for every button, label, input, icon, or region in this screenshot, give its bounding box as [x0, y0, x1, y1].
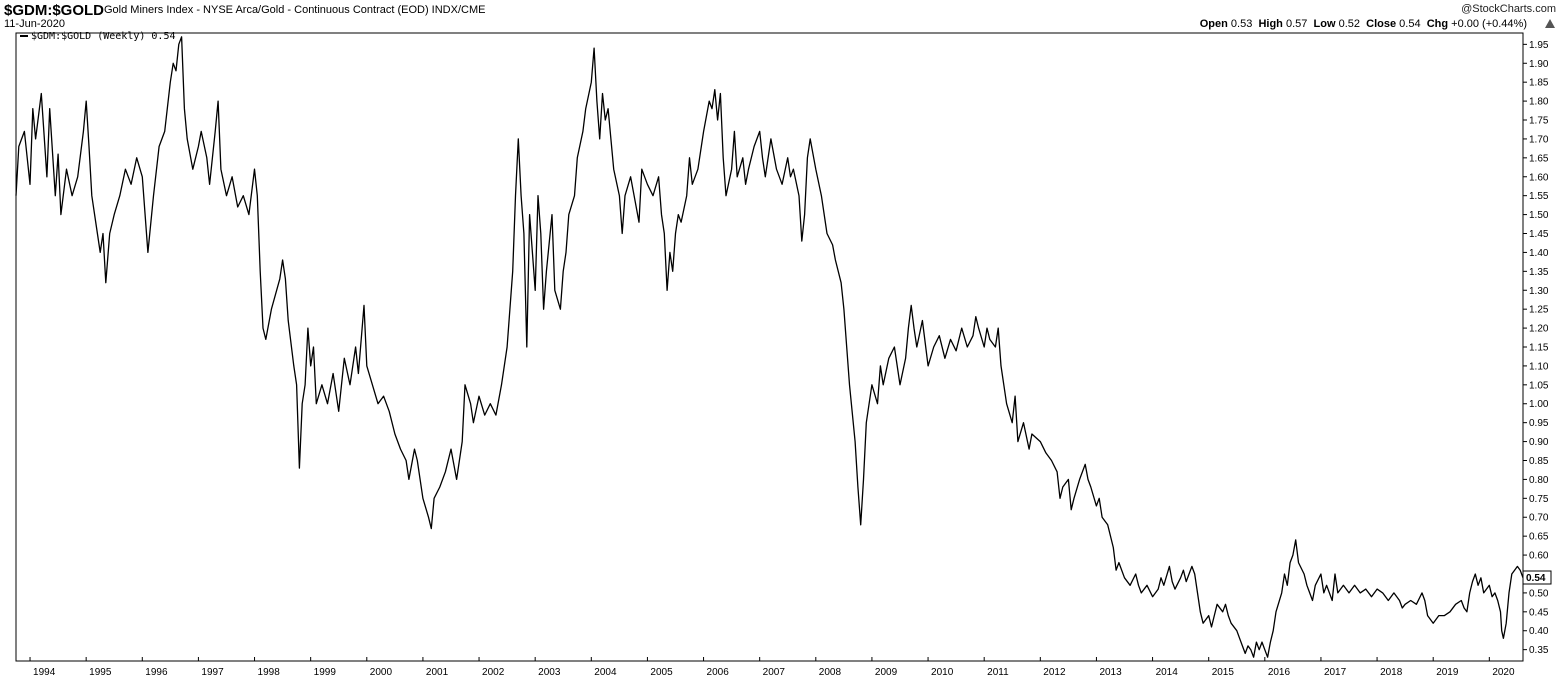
x-tick-label: 2017	[1324, 667, 1347, 678]
y-tick-label: 1.35	[1529, 267, 1549, 278]
x-tick-label: 2001	[426, 667, 449, 678]
y-tick-label: 0.35	[1529, 645, 1549, 656]
x-tick-label: 2006	[707, 667, 730, 678]
y-tick-label: 1.75	[1529, 116, 1549, 127]
close-value: 0.54	[1399, 18, 1421, 30]
chart-date: 11-Jun-2020	[4, 18, 65, 30]
y-tick-label: 0.40	[1529, 626, 1549, 637]
y-tick-label: 1.05	[1529, 380, 1549, 391]
y-tick-label: 0.50	[1529, 588, 1549, 599]
y-tick-label: 1.55	[1529, 191, 1549, 202]
chart-header: $GDM:$GOLD Gold Miners Index - NYSE Arca…	[0, 0, 1565, 34]
open-value: 0.53	[1230, 18, 1253, 30]
high-label: High	[1258, 18, 1283, 30]
y-tick-label: 1.95	[1529, 40, 1549, 51]
series-line	[15, 36, 1524, 658]
y-tick-label: 1.10	[1529, 361, 1549, 372]
legend: $GDM:$GOLD (Weekly) 0.54	[20, 31, 176, 42]
x-tick-label: 2016	[1268, 667, 1291, 678]
y-tick-label: 0.65	[1529, 532, 1549, 543]
y-tick-label: 1.00	[1529, 399, 1549, 410]
last-price-badge: 0.54	[1522, 570, 1552, 585]
x-tick-label: 2011	[987, 667, 1009, 678]
y-tick-label: 0.75	[1529, 494, 1549, 505]
x-tick-label: 1996	[145, 667, 168, 678]
chg-label: Chg	[1426, 18, 1449, 30]
x-tick-label: 2004	[594, 667, 617, 678]
x-tick-label: 2003	[538, 667, 561, 678]
low-value: 0.52	[1338, 18, 1360, 30]
x-tick-label: 1995	[89, 667, 112, 678]
y-tick-label: 1.50	[1529, 210, 1549, 221]
x-tick-label: 2002	[482, 667, 505, 678]
legend-label: $GDM:$GOLD (Weekly) 0.54	[31, 31, 176, 42]
y-tick-label: 1.65	[1529, 153, 1549, 164]
y-tick-label: 0.85	[1529, 456, 1549, 467]
x-tick-label: 2005	[650, 667, 673, 678]
x-tick-label: 2013	[1099, 667, 1122, 678]
y-tick-label: 0.80	[1529, 475, 1549, 486]
y-tick-label: 1.20	[1529, 324, 1549, 335]
y-tick-label: 1.45	[1529, 229, 1549, 240]
x-tick-label: 2010	[931, 667, 954, 678]
x-tick-label: 2000	[370, 667, 393, 678]
x-tick-label: 2007	[763, 667, 786, 678]
x-tick-label: 1999	[314, 667, 337, 678]
y-tick-label: 1.40	[1529, 248, 1549, 259]
y-axis: 0.350.400.450.500.550.600.650.700.750.80…	[1523, 40, 1549, 656]
y-tick-label: 1.25	[1529, 305, 1549, 316]
plot-frame	[15, 32, 1524, 662]
y-tick-label: 1.90	[1529, 59, 1549, 70]
y-tick-label: 1.60	[1529, 172, 1549, 183]
x-tick-label: 2008	[819, 667, 842, 678]
high-value: 0.57	[1285, 18, 1308, 30]
chg-value: +0.00 (+0.44%)	[1451, 18, 1527, 30]
symbol-description: Gold Miners Index - NYSE Arca/Gold - Con…	[104, 4, 486, 16]
x-tick-label: 2009	[875, 667, 898, 678]
x-tick-label: 2019	[1436, 667, 1459, 678]
up-triangle-icon	[1545, 19, 1555, 28]
brand-watermark: @StockCharts.com	[1461, 3, 1556, 15]
x-tick-label: 2020	[1492, 667, 1515, 678]
symbol-title: $GDM:$GOLD	[4, 2, 105, 19]
y-tick-label: 0.95	[1529, 418, 1549, 429]
y-tick-label: 1.85	[1529, 78, 1549, 89]
x-tick-label: 1997	[201, 667, 224, 678]
x-tick-label: 2012	[1043, 667, 1066, 678]
low-label: Low	[1313, 18, 1336, 30]
close-label: Close	[1366, 18, 1397, 30]
price-badge-value: 0.54	[1526, 573, 1546, 584]
y-tick-label: 0.70	[1529, 513, 1549, 524]
price-badge-box	[1522, 570, 1552, 585]
x-tick-label: 2015	[1212, 667, 1235, 678]
y-tick-label: 1.70	[1529, 134, 1549, 145]
y-tick-label: 1.15	[1529, 343, 1549, 354]
ohlc-readout: Open 0.53 High 0.57 Low 0.52 Close 0.54 …	[1200, 18, 1527, 30]
x-tick-label: 1998	[258, 667, 281, 678]
open-label: Open	[1199, 18, 1228, 30]
x-tick-label: 2014	[1156, 667, 1179, 678]
x-axis: 1994 1995 1996 1997 1998 1999 2000 2001 2002 2003…	[29, 657, 1515, 678]
x-tick-label: 1994	[33, 667, 56, 678]
y-tick-label: 1.80	[1529, 97, 1549, 108]
x-tick-label: 2018	[1380, 667, 1403, 678]
y-tick-label: 0.90	[1529, 437, 1549, 448]
y-tick-label: 0.60	[1529, 551, 1549, 562]
y-tick-label: 1.30	[1529, 286, 1549, 297]
y-tick-label: 0.45	[1529, 607, 1549, 618]
